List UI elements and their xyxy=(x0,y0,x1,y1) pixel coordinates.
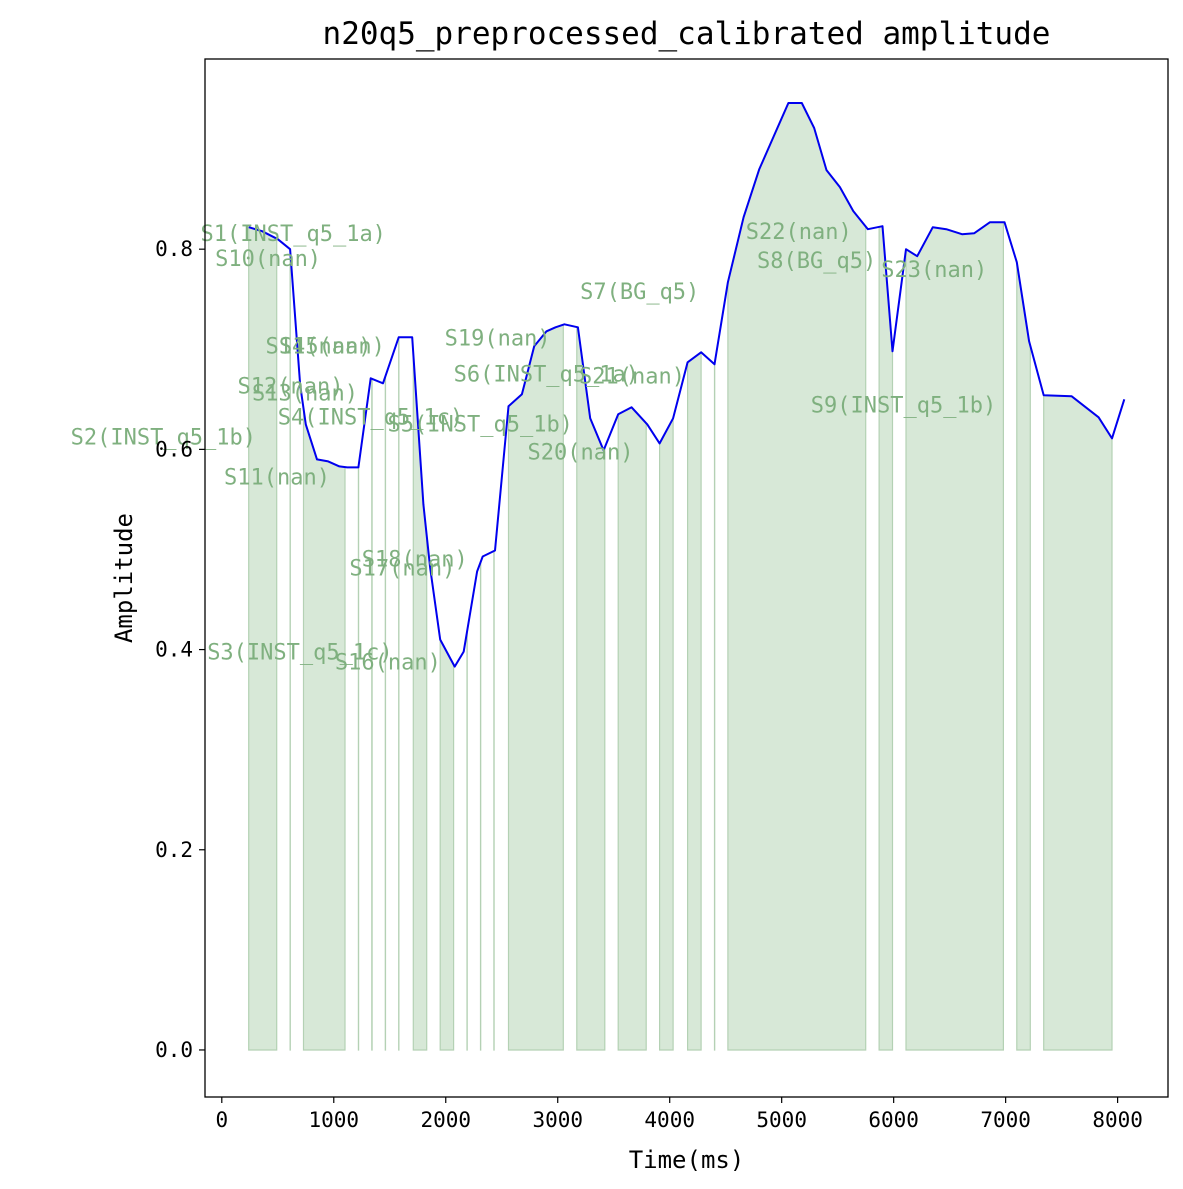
segment-band-16 xyxy=(658,418,674,1051)
segment-label-16: S6(INST_q5_1a) xyxy=(454,362,639,387)
segment-band-14 xyxy=(576,326,606,1051)
segment-labels: S1(INST_q5_1a)S10(nan) S2(INST_q5_1b) S11(… xyxy=(71,220,997,675)
y-tick-label: 0.6 xyxy=(155,437,193,461)
x-tick-label: 3000 xyxy=(532,1108,583,1132)
y-tick-label: 0.4 xyxy=(155,638,193,662)
segment-label-17: S20(nan) xyxy=(528,440,634,465)
y-tick-label: 0.0 xyxy=(155,1038,193,1062)
segment-band-3 xyxy=(302,408,346,1051)
segment-label-7: S13(nan) xyxy=(252,381,358,406)
segment-label-1: S1(INST_q5_1a) xyxy=(201,222,386,247)
segment-label-11: S16(nan) xyxy=(335,651,441,676)
segment-label-23: S9(INST_q5_1b) xyxy=(811,393,996,418)
segment-label-12: S17(nan) xyxy=(349,557,455,582)
segment-label-14: S5(INST_q5_1b) xyxy=(388,412,573,437)
segment-band-17 xyxy=(686,351,702,1051)
segment-band-23 xyxy=(1043,394,1113,1051)
segment-band-21 xyxy=(905,221,1005,1051)
x-tick-label: 6000 xyxy=(868,1108,919,1132)
chart-title: n20q5_preprocessed_calibrated amplitude xyxy=(323,16,1051,52)
segment-band-22 xyxy=(1016,262,1031,1051)
x-tick-label: 1000 xyxy=(308,1108,359,1132)
x-tick-label: 0 xyxy=(215,1108,228,1132)
segment-label-15: S19(nan) xyxy=(445,326,551,351)
x-tick-label: 8000 xyxy=(1092,1108,1143,1132)
x-tick-label: 7000 xyxy=(980,1108,1031,1132)
x-axis-label: Time(ms) xyxy=(629,1146,745,1174)
segment-label-10: S4(INST_q5_1c) xyxy=(278,405,463,430)
x-tick-label: 4000 xyxy=(644,1108,695,1132)
segment-band-9 xyxy=(439,639,455,1051)
segment-label-3: S2(INST_q5_1b) xyxy=(71,425,256,450)
plot-frame xyxy=(204,58,1169,1098)
segment-label-18: S21(nan) xyxy=(579,364,685,389)
segment-label-8: S14(nan) xyxy=(266,334,372,359)
segment-band-15 xyxy=(617,406,647,1051)
segment-label-6: S12(nan) xyxy=(238,374,344,399)
segment-label-4: S11(nan) xyxy=(224,465,330,490)
x-tick-label: 2000 xyxy=(420,1108,471,1132)
segment-bands xyxy=(248,102,1113,1051)
axis-ticks: 0 1000 2000 3000 4000 5000 6000 7000 8000 0.0 0.2 0… xyxy=(155,237,1143,1132)
amplitude-series xyxy=(248,102,1126,668)
segment-label-21: S8(BG_q5) xyxy=(757,249,876,274)
segment-label-20: S22(nan) xyxy=(746,220,852,245)
segment-label-2: S10(nan) xyxy=(215,247,321,272)
y-tick-label: 0.2 xyxy=(155,838,193,862)
amplitude-line xyxy=(248,102,1126,668)
segment-label-22: S23(nan) xyxy=(881,258,987,283)
y-axis-label: Amplitude xyxy=(110,513,138,643)
x-tick-label: 5000 xyxy=(756,1108,807,1132)
segment-label-9: S15(nan) xyxy=(279,334,385,359)
y-tick-label: 0.8 xyxy=(155,237,193,261)
segment-label-19: S7(BG_q5) xyxy=(580,280,699,305)
segment-label-13: S18(nan) xyxy=(362,548,468,573)
segment-label-5: S3(INST_q5_1c) xyxy=(207,641,392,666)
segment-band-20 xyxy=(878,225,894,1051)
